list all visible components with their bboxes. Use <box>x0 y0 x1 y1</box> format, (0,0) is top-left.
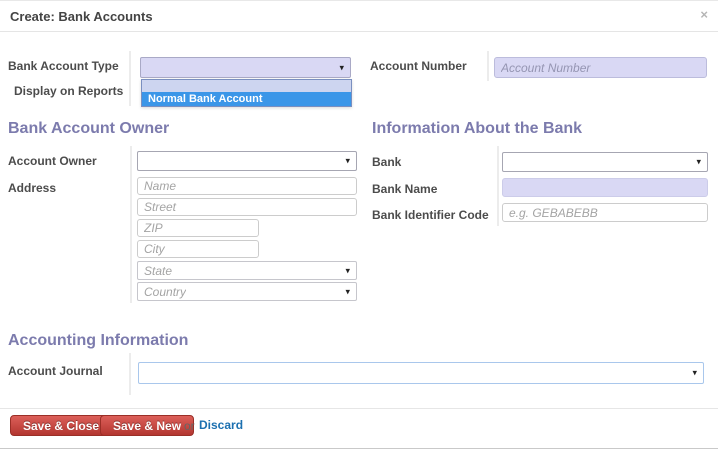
chevron-down-icon: ▾ <box>696 156 701 167</box>
account-journal-select[interactable]: ▾ <box>138 362 704 384</box>
label-field-divider <box>129 353 131 395</box>
bank-identifier-code-input[interactable] <box>502 203 708 222</box>
bank-account-type-select[interactable]: ▾ <box>140 57 351 78</box>
bank-account-type-label: Bank Account Type <box>8 59 119 73</box>
account-owner-label: Account Owner <box>8 154 97 168</box>
or-label: or <box>184 419 195 433</box>
address-country-select[interactable]: Country ▾ <box>137 282 357 301</box>
dropdown-option-normal-bank-account[interactable]: Normal Bank Account <box>142 92 351 106</box>
bank-identifier-code-label: Bank Identifier Code <box>372 208 489 222</box>
chevron-down-icon: ▾ <box>345 155 350 166</box>
label-field-divider <box>497 146 499 226</box>
account-number-label: Account Number <box>370 59 467 73</box>
chevron-down-icon: ▾ <box>692 367 697 378</box>
address-name-input[interactable] <box>137 177 357 195</box>
address-city-input[interactable] <box>137 240 259 258</box>
address-state-value: State <box>144 263 173 278</box>
close-icon[interactable]: × <box>700 7 708 22</box>
owner-section-heading: Bank Account Owner <box>8 120 170 137</box>
label-field-divider <box>487 51 489 81</box>
label-field-divider <box>130 146 132 303</box>
dropdown-option-empty[interactable] <box>142 80 351 92</box>
bank-name-label: Bank Name <box>372 182 438 196</box>
address-street-input[interactable] <box>137 198 357 216</box>
chevron-down-icon: ▾ <box>339 62 344 72</box>
account-owner-select[interactable]: ▾ <box>137 151 357 171</box>
bank-label: Bank <box>372 155 402 169</box>
accounting-section-heading: Accounting Information <box>8 332 189 349</box>
discard-link[interactable]: Discard <box>199 418 244 432</box>
address-state-select[interactable]: State ▾ <box>137 261 357 280</box>
save-new-button[interactable]: Save & New <box>100 415 195 436</box>
footer-divider <box>0 408 718 409</box>
bank-section-heading: Information About the Bank <box>372 120 583 137</box>
bank-name-input[interactable] <box>502 178 708 197</box>
bank-select[interactable]: ▾ <box>502 152 708 172</box>
dialog-titlebar: Create: Bank Accounts × <box>0 1 718 32</box>
save-close-button[interactable]: Save & Close <box>10 415 113 436</box>
address-label: Address <box>8 181 57 195</box>
account-journal-label: Account Journal <box>8 364 103 378</box>
chevron-down-icon: ▾ <box>345 286 350 296</box>
address-country-value: Country <box>144 284 187 299</box>
dialog-title: Create: Bank Accounts <box>10 9 153 24</box>
bank-account-type-dropdown: Normal Bank Account <box>141 79 352 107</box>
account-number-input[interactable] <box>494 57 707 78</box>
label-field-divider <box>129 51 131 106</box>
address-zip-input[interactable] <box>137 219 259 237</box>
chevron-down-icon: ▾ <box>345 265 350 275</box>
display-on-reports-label: Display on Reports <box>14 84 124 98</box>
